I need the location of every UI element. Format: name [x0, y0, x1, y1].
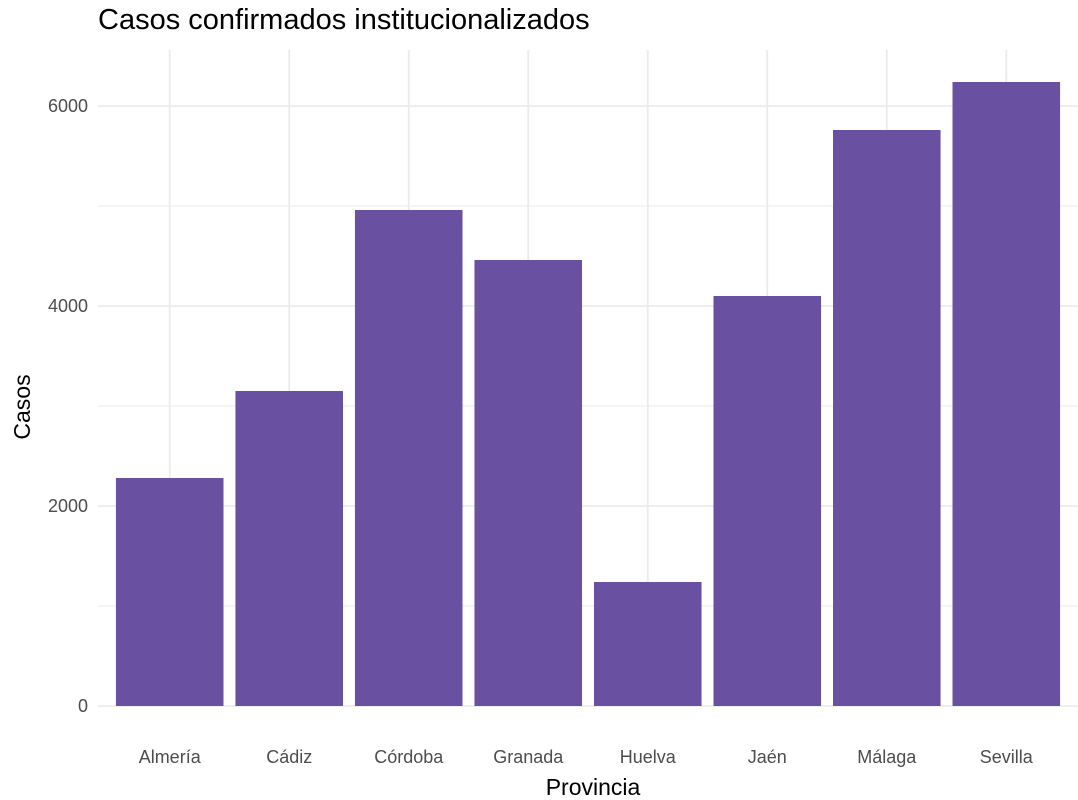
bar-granada [474, 260, 583, 706]
x-axis-title: Provincia [546, 774, 641, 800]
bar-huelva [593, 582, 702, 706]
bar-córdoba [354, 210, 463, 706]
y-axis-title: Casos [9, 374, 35, 439]
bar-jaén [713, 296, 822, 706]
y-tick-label: 0 [78, 696, 88, 716]
x-tick-label: Cádiz [266, 747, 312, 767]
bar-cádiz [235, 391, 343, 706]
x-tick-label: Huelva [620, 747, 677, 767]
y-axis-ticks: 0 2000 4000 6000 [48, 96, 88, 716]
bar-almería [115, 478, 224, 706]
y-tick-label: 2000 [48, 496, 88, 516]
bar-málaga [833, 130, 941, 706]
x-axis-ticks: Almería Cádiz Córdoba Granada Huelva Jaén Mála… [139, 747, 1034, 767]
y-tick-label: 4000 [48, 296, 88, 316]
x-tick-label: Córdoba [374, 747, 444, 767]
bars [115, 82, 1061, 706]
x-tick-label: Jaén [748, 747, 787, 767]
chart-title: Casos confirmados institucionalizados [98, 4, 590, 36]
bar-sevilla [952, 82, 1061, 706]
y-tick-label: 6000 [48, 96, 88, 116]
x-tick-label: Almería [139, 747, 202, 767]
x-tick-label: Sevilla [980, 747, 1034, 767]
x-tick-label: Málaga [857, 747, 917, 767]
x-tick-label: Granada [493, 747, 564, 767]
